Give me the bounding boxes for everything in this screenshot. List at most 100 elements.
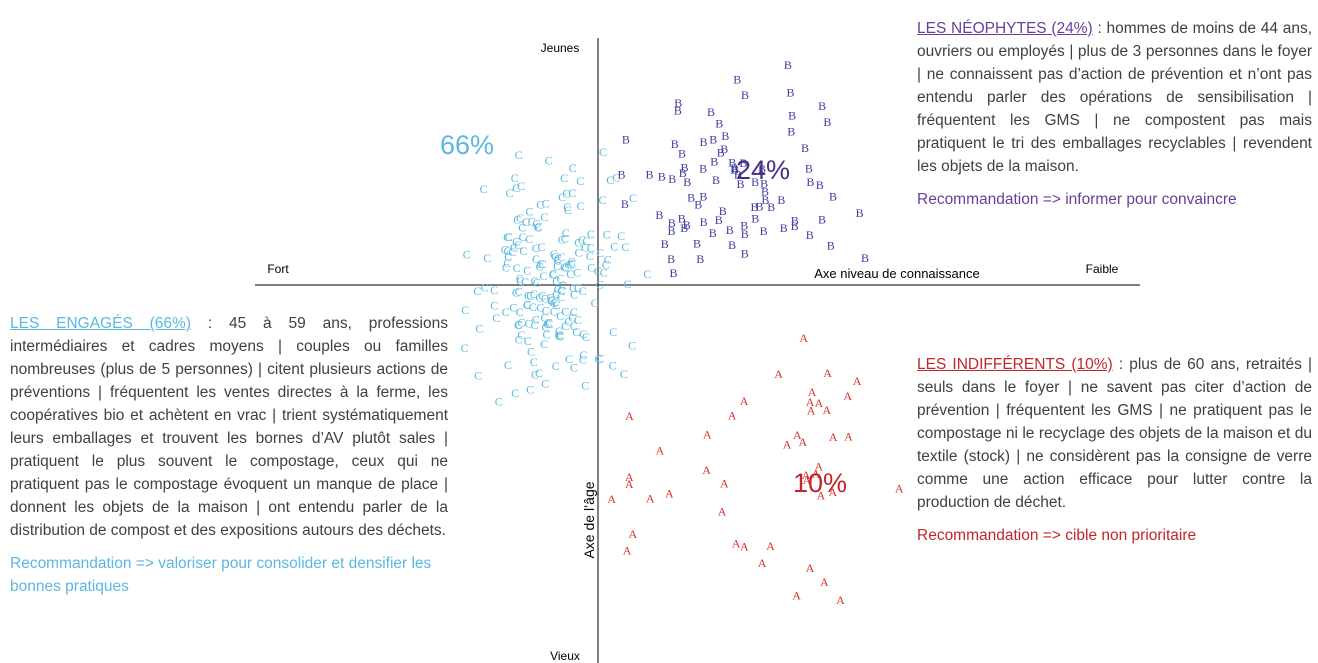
point: B [726,223,734,237]
point: C [549,268,557,282]
point: B [740,218,748,232]
point: C [545,317,553,331]
point: B [622,133,630,147]
point: C [550,296,558,310]
point: C [563,200,571,214]
point: B [667,252,675,266]
point: A [802,468,811,482]
point: C [530,287,538,301]
point: C [575,245,583,259]
point: B [816,178,824,192]
point: C [514,238,522,252]
point: C [504,250,512,264]
point: B [756,200,764,214]
point: A [625,477,634,491]
point: A [774,367,783,381]
point: C [480,182,488,196]
point: C [551,250,559,264]
point: A [646,491,655,505]
point: C [516,305,524,319]
point: C [558,233,566,247]
point: C [581,241,589,255]
point: C [570,360,578,374]
point: B [731,163,739,177]
point: B [661,237,669,251]
point: C [509,301,517,315]
point: C [561,304,569,318]
point: C [628,339,636,353]
point: C [463,247,471,261]
point: A [806,561,815,575]
point: B [734,168,742,182]
point: C [556,328,564,342]
point: B [791,214,799,228]
point: C [510,241,518,255]
point: C [490,283,498,297]
points: CCCCCCCCCCCCCCCCCCCCCCCCCCCCCCCCCCCCCCCC… [461,58,904,607]
point: C [536,257,544,271]
point: C [518,220,526,234]
point: B [681,160,689,174]
point: C [511,386,519,400]
paragraph: LES NÉOPHYTES (24%) : hommes de moins de… [917,17,1312,178]
group-text: : plus de 60 ans, retraités | seuls dans… [917,356,1313,511]
point: C [536,198,544,212]
point: A [783,437,792,451]
group-description: LES ENGAGÉS (66%) : 45 à 59 ans, profess… [10,312,448,598]
point: B [728,238,736,252]
point: A [656,444,665,458]
point: C [515,318,523,332]
point: B [687,190,695,204]
point: C [599,145,607,159]
point: C [525,317,533,331]
point: C [603,228,611,242]
point: C [519,244,527,258]
point: C [550,247,558,261]
point: B [760,224,768,238]
point: C [559,279,567,293]
group-text: : 45 à 59 ans, professions intermédiaire… [10,315,448,539]
point: B [818,212,826,226]
point: C [577,199,585,213]
point: C [536,259,544,273]
point: C [526,288,534,302]
point: C [610,240,618,254]
point: C [528,214,536,228]
point: C [582,330,590,344]
point: A [808,385,817,399]
point: A [836,593,845,607]
point: C [492,311,500,325]
point: C [552,359,560,373]
point: B [707,105,715,119]
point: B [751,200,759,214]
share-label: 66% [440,130,494,160]
point: B [777,193,785,207]
point: B [710,155,718,169]
point: B [787,125,795,139]
point: A [823,366,832,380]
point: C [542,196,550,210]
axis-right-label: Faible [1086,262,1119,276]
point: B [678,212,686,226]
point: C [617,229,625,243]
point: C [567,257,575,271]
point: C [624,277,632,291]
point: C [512,234,520,248]
point: C [570,288,578,302]
point: B [646,168,654,182]
point: C [532,312,540,326]
point: C [501,242,509,256]
point: C [529,300,537,314]
point: B [751,211,759,225]
point: C [565,257,573,271]
point: C [552,295,560,309]
point: C [574,236,582,250]
point: C [557,250,565,264]
point: A [799,435,808,449]
point: C [549,267,557,281]
point: C [517,328,525,342]
point: C [495,394,503,408]
point: C [604,252,612,266]
point: B [784,58,792,72]
